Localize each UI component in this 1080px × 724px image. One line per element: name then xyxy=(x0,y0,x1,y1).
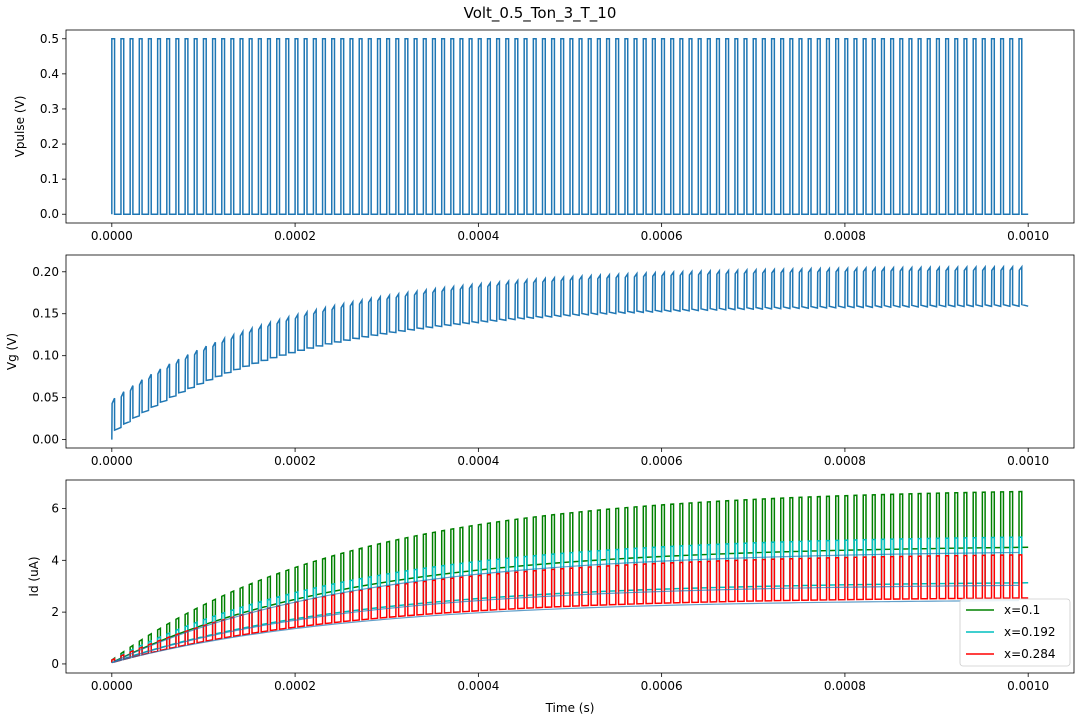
y-axis-label: Id (uA) xyxy=(27,556,41,596)
x-tick-label: 0.0010 xyxy=(1007,454,1049,468)
y-tick-label: 0.0 xyxy=(40,207,59,221)
panel-id: Id (uA) Time (s) 0.0000 0.0002 0.0004 0.000… xyxy=(27,479,1075,715)
trend-line xyxy=(111,584,1020,664)
x-tick-label: 0.0000 xyxy=(91,229,133,243)
legend: x=0.1 x=0.192 x=0.284 xyxy=(959,598,1071,667)
y-tick-label: 0.3 xyxy=(40,102,59,116)
legend-label-1: x=0.192 xyxy=(1004,625,1056,639)
x-tick-label: 0.0006 xyxy=(641,229,683,243)
series-line-vg xyxy=(111,264,1029,440)
x-tick-label: 0.0000 xyxy=(91,679,133,693)
axes-frame xyxy=(65,29,1075,224)
y-tick-label: 0.2 xyxy=(40,137,59,151)
x-tick-label: 0.0006 xyxy=(641,454,683,468)
y-axis-label: Vg (V) xyxy=(5,333,19,370)
x-tick-label: 0.0002 xyxy=(274,229,316,243)
x-axis-label: Time (s) xyxy=(545,701,595,715)
y-tick-label: 0.1 xyxy=(40,172,59,186)
y-tick-label: 0 xyxy=(51,657,59,671)
x-tick-label: 0.0006 xyxy=(641,679,683,693)
y-axis-label: Vpulse (V) xyxy=(13,96,27,158)
x-tick-label: 0.0000 xyxy=(91,454,133,468)
legend-box xyxy=(959,598,1071,667)
y-tick-label: 0.05 xyxy=(32,391,59,405)
axes-frame xyxy=(65,479,1075,674)
y-tick-label: 2 xyxy=(51,605,59,619)
y-tick-label: 0.5 xyxy=(40,32,59,46)
panel-vpulse: Vpulse (V) 0.0000 0.0002 0.0004 0.0006 0.000… xyxy=(13,29,1075,243)
x-tick-label: 0.0004 xyxy=(457,229,499,243)
axes-frame xyxy=(65,254,1075,449)
x-tick-label: 0.0004 xyxy=(457,679,499,693)
x-tick-label: 0.0010 xyxy=(1007,679,1049,693)
y-tick-label: 0.20 xyxy=(32,265,59,279)
series-line-x=0.284 xyxy=(111,554,1029,663)
legend-label-2: x=0.284 xyxy=(1004,647,1056,661)
legend-label-0: x=0.1 xyxy=(1004,603,1040,617)
figure-title: Volt_0.5_Ton_3_T_10 xyxy=(464,4,617,23)
y-tick-label: 0.15 xyxy=(32,307,59,321)
y-tick-label: 0.4 xyxy=(40,67,59,81)
panel-vg: Vg (V) 0.0000 0.0002 0.0004 0.0006 0.0008 0.0… xyxy=(5,254,1075,468)
x-tick-label: 0.0008 xyxy=(824,454,866,468)
x-tick-label: 0.0002 xyxy=(274,679,316,693)
trend-line xyxy=(111,551,1020,664)
x-tick-label: 0.0004 xyxy=(457,454,499,468)
x-tick-label: 0.0010 xyxy=(1007,229,1049,243)
y-tick-label: 4 xyxy=(51,553,59,567)
x-tick-label: 0.0008 xyxy=(824,229,866,243)
y-tick-label: 6 xyxy=(51,501,59,515)
x-tick-label: 0.0008 xyxy=(824,679,866,693)
x-tick-label: 0.0002 xyxy=(274,454,316,468)
y-tick-label: 0.00 xyxy=(32,433,59,447)
trend-line xyxy=(111,599,1020,664)
y-tick-label: 0.10 xyxy=(32,349,59,363)
series-line-vpulse xyxy=(111,38,1029,215)
